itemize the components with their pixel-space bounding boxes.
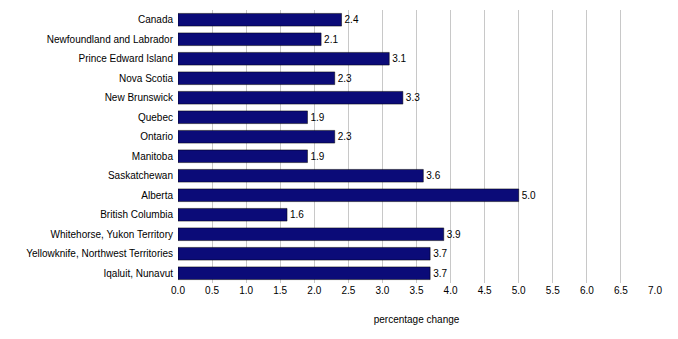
svg-text:0.0: 0.0 [171,285,185,296]
svg-text:Quebec: Quebec [138,112,173,123]
svg-text:2.1: 2.1 [324,34,338,45]
svg-text:4.5: 4.5 [478,285,492,296]
svg-text:3.5: 3.5 [410,285,424,296]
svg-text:2.0: 2.0 [307,285,321,296]
svg-text:New Brunswick: New Brunswick [105,92,174,103]
svg-text:Newfoundland and Labrador: Newfoundland and Labrador [47,34,174,45]
svg-text:Manitoba: Manitoba [132,151,174,162]
svg-text:Whitehorse, Yukon Territory: Whitehorse, Yukon Territory [51,229,173,240]
svg-text:2.3: 2.3 [338,131,352,142]
svg-text:3.6: 3.6 [426,170,440,181]
svg-text:3.7: 3.7 [433,248,447,259]
svg-text:5.5: 5.5 [546,285,560,296]
svg-text:Nova Scotia: Nova Scotia [119,73,173,84]
svg-text:5.0: 5.0 [522,190,536,201]
svg-text:2.3: 2.3 [338,73,352,84]
svg-text:1.0: 1.0 [239,285,253,296]
svg-text:Ontario: Ontario [140,131,173,142]
svg-text:Canada: Canada [138,14,173,25]
svg-text:Yellowknife, Northwest Territo: Yellowknife, Northwest Territories [26,248,173,259]
svg-text:3.0: 3.0 [375,285,389,296]
svg-text:1.5: 1.5 [273,285,287,296]
svg-text:Saskatchewan: Saskatchewan [108,170,173,181]
svg-text:6.0: 6.0 [580,285,594,296]
svg-text:2.4: 2.4 [345,14,359,25]
svg-text:4.0: 4.0 [444,285,458,296]
svg-text:1.9: 1.9 [310,151,324,162]
svg-text:Prince Edward Island: Prince Edward Island [79,53,174,64]
svg-text:5.0: 5.0 [512,285,526,296]
svg-text:1.9: 1.9 [310,112,324,123]
svg-text:percentage change: percentage change [374,314,460,325]
svg-text:2.5: 2.5 [341,285,355,296]
svg-text:3.1: 3.1 [392,53,406,64]
svg-text:1.6: 1.6 [290,209,304,220]
svg-text:0.5: 0.5 [205,285,219,296]
svg-text:3.9: 3.9 [447,229,461,240]
svg-text:3.3: 3.3 [406,92,420,103]
svg-text:Iqaluit, Nunavut: Iqaluit, Nunavut [104,268,174,279]
svg-text:6.5: 6.5 [614,285,628,296]
svg-text:7.0: 7.0 [648,285,662,296]
svg-text:British Columbia: British Columbia [100,209,173,220]
svg-text:Alberta: Alberta [141,190,173,201]
svg-text:3.7: 3.7 [433,268,447,279]
